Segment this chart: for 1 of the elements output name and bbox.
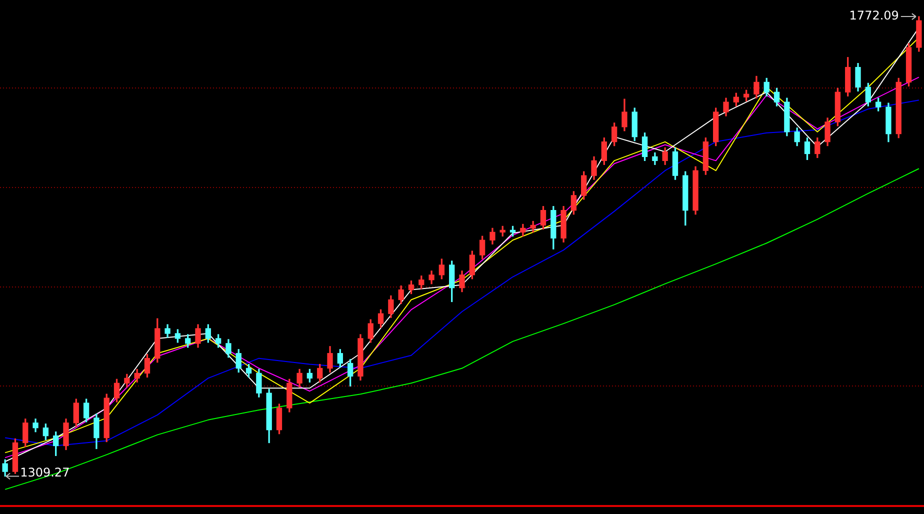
annotation: 1772.09 xyxy=(849,8,899,23)
